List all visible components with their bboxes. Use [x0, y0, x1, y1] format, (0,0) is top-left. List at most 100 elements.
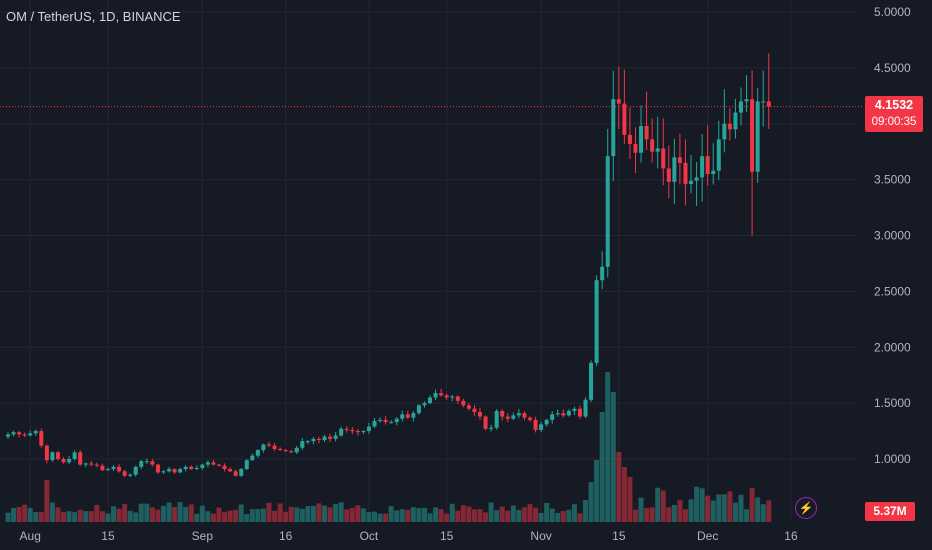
candle-body[interactable] [400, 414, 405, 419]
candle-body[interactable] [472, 408, 477, 413]
candle-body[interactable] [344, 428, 349, 430]
candle-body[interactable] [616, 99, 621, 104]
candle-body[interactable] [167, 469, 172, 472]
x-axis[interactable]: Aug 15 Sep 16 Oct 15 Nov 15 Dec 16 [20, 529, 798, 543]
candle-body[interactable] [544, 419, 549, 425]
candle-body[interactable] [738, 101, 743, 113]
candle-body[interactable] [600, 266, 605, 281]
candle-body[interactable] [189, 466, 194, 470]
candle-body[interactable] [33, 431, 38, 434]
candle-body[interactable] [161, 471, 166, 473]
candle-body[interactable] [39, 431, 44, 446]
candle-body[interactable] [22, 434, 27, 436]
candle-body[interactable] [222, 465, 227, 470]
candle-body[interactable] [233, 471, 238, 476]
candle-body[interactable] [589, 362, 594, 400]
candle-body[interactable] [266, 444, 271, 446]
candle-body[interactable] [561, 413, 566, 416]
candle-body[interactable] [727, 123, 732, 130]
candle-body[interactable] [372, 421, 377, 427]
candle-body[interactable] [117, 466, 122, 472]
candle-body[interactable] [450, 396, 455, 398]
candle-body[interactable] [644, 125, 649, 140]
candle-body[interactable] [439, 393, 444, 396]
candle-body[interactable] [672, 157, 677, 182]
candle-body[interactable] [650, 139, 655, 152]
candle-body[interactable] [622, 103, 627, 135]
candle-body[interactable] [172, 469, 177, 473]
candle-body[interactable] [244, 460, 249, 470]
candle-body[interactable] [11, 432, 16, 435]
candle-body[interactable] [278, 448, 283, 451]
candle-body[interactable] [205, 462, 210, 465]
symbol-title[interactable]: OM / TetherUS, 1D, BINANCE [6, 9, 181, 24]
candle-body[interactable] [83, 463, 88, 465]
candle-body[interactable] [489, 427, 494, 429]
candle-body[interactable] [78, 452, 83, 465]
candle-body[interactable] [361, 431, 366, 433]
candle-body[interactable] [294, 447, 299, 453]
candle-body[interactable] [722, 123, 727, 140]
candle-body[interactable] [89, 463, 94, 465]
candle-body[interactable] [339, 428, 344, 436]
candle-body[interactable] [61, 459, 66, 463]
candle-body[interactable] [366, 426, 371, 432]
candle-body[interactable] [627, 134, 632, 144]
candle-body[interactable] [633, 143, 638, 153]
candle-body[interactable] [527, 417, 532, 420]
candle-body[interactable] [466, 405, 471, 409]
candle-body[interactable] [350, 429, 355, 432]
candle-body[interactable] [766, 101, 771, 107]
y-axis[interactable]: 5.00004.50004.00003.50003.00002.50002.00… [874, 5, 911, 466]
lightning-bolt-icon[interactable]: ⚡ [795, 497, 817, 519]
candle-body[interactable] [716, 139, 721, 171]
candle-body[interactable] [383, 419, 388, 423]
candle-body[interactable] [355, 431, 360, 433]
candle-body[interactable] [555, 413, 560, 415]
candle-body[interactable] [28, 433, 33, 436]
candle-body[interactable] [44, 445, 49, 461]
candle-body[interactable] [250, 455, 255, 461]
candle-body[interactable] [494, 410, 499, 428]
candle-body[interactable] [522, 413, 527, 418]
candle-body[interactable] [178, 469, 183, 473]
candle-body[interactable] [744, 99, 749, 102]
candle-body[interactable] [228, 469, 233, 472]
candle-body[interactable] [461, 400, 466, 406]
candle-body[interactable] [255, 450, 260, 456]
candle-body[interactable] [55, 452, 60, 459]
candle-body[interactable] [500, 410, 505, 417]
candle-body[interactable] [144, 461, 149, 463]
candle-body[interactable] [478, 412, 483, 417]
candle-body[interactable] [283, 450, 288, 452]
candle-body[interactable] [17, 432, 22, 435]
candle-body[interactable] [666, 168, 671, 182]
candle-body[interactable] [689, 180, 694, 185]
candle-body[interactable] [416, 405, 421, 414]
candle-body[interactable] [655, 148, 660, 152]
candle-body[interactable] [566, 410, 571, 416]
candle-body[interactable] [605, 156, 610, 267]
candle-body[interactable] [411, 413, 416, 418]
candle-body[interactable] [194, 467, 199, 470]
candle-body[interactable] [700, 156, 705, 178]
candle-body[interactable] [239, 469, 244, 476]
candle-body[interactable] [516, 413, 521, 416]
candle-body[interactable] [705, 156, 710, 175]
candle-body[interactable] [483, 416, 488, 429]
candle-body[interactable] [322, 436, 327, 441]
candle-body[interactable] [67, 459, 72, 463]
candle-body[interactable] [6, 434, 10, 437]
candle-body[interactable] [128, 474, 133, 476]
candle-body[interactable] [611, 99, 616, 157]
candle-body[interactable] [711, 170, 716, 175]
candle-body[interactable] [289, 451, 294, 453]
candle-body[interactable] [105, 469, 110, 471]
candle-body[interactable] [261, 444, 266, 451]
candle-body[interactable] [422, 403, 427, 406]
candle-body[interactable] [505, 416, 510, 419]
candle-body[interactable] [183, 466, 188, 470]
candle-body[interactable] [594, 280, 599, 363]
candle-body[interactable] [577, 408, 582, 417]
candle-body[interactable] [333, 435, 338, 439]
